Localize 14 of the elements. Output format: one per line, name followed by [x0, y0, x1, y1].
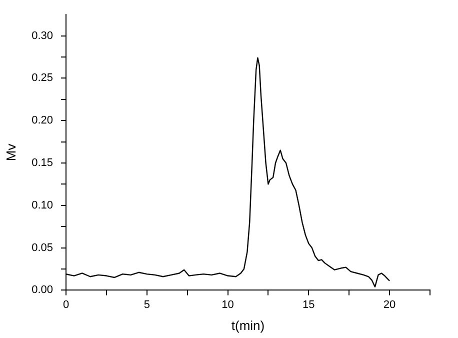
y-axis-title: Mv [3, 143, 18, 162]
x-tick-label: 5 [144, 298, 150, 311]
x-tick-label: 10 [222, 298, 234, 311]
x-axis-title: t(min) [231, 318, 265, 333]
x-tick-label: 0 [62, 298, 70, 311]
x-tick-label: 20 [383, 298, 396, 311]
x-tick-label: 15 [302, 298, 315, 311]
y-tick-label: 0.30 [32, 30, 54, 42]
y-tick-label: 0.15 [32, 157, 54, 170]
y-tick-label: 0.00 [32, 284, 54, 296]
y-tick-label: 0.25 [32, 72, 54, 84]
y-tick-label: 0.20 [32, 114, 54, 127]
y-tick-label: 0.05 [32, 242, 54, 254]
y-tick-label: 0.10 [32, 199, 54, 212]
